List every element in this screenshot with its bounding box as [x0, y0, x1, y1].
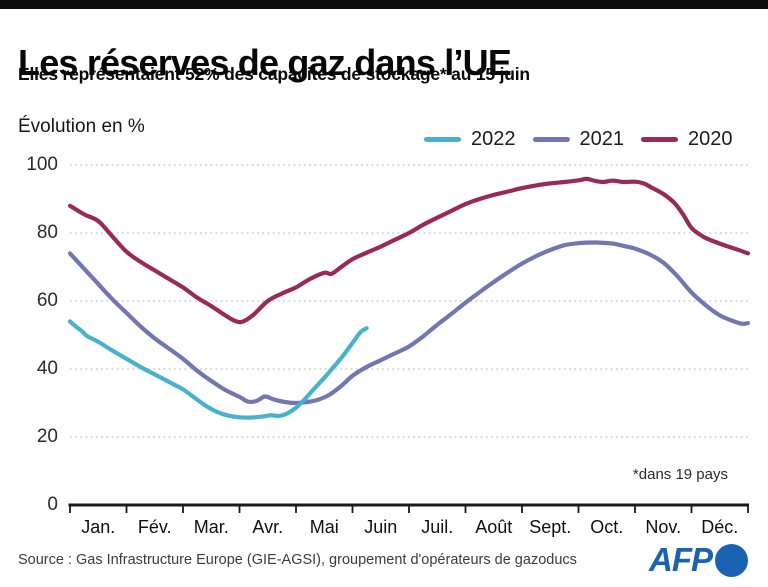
x-axis-labels: Jan. Fév. Mar. Avr. Mai Juin Juil. Août Sept. Oct…	[0, 517, 768, 543]
legend-item-2020: 2020	[641, 128, 733, 151]
legend-item-2022: 2022	[424, 128, 516, 151]
x-month-label: Jan.	[81, 517, 116, 537]
afp-logo-circle-icon	[715, 543, 748, 577]
legend-label: 2020	[688, 128, 733, 150]
x-month-label: Nov.	[645, 517, 682, 537]
chart-legend: 2022 2021 2020	[424, 128, 733, 151]
series-line-2020	[67, 176, 751, 325]
y-tick-label: 20	[36, 426, 58, 447]
x-month-label: Mar.	[193, 517, 229, 537]
page-title: Les réserves de gaz dans l’UE	[18, 42, 512, 84]
x-month-label: Juil.	[421, 517, 454, 537]
y-tick-label: 40	[36, 358, 58, 379]
source-credit: Source : Gas Infrastructure Europe (GIE-…	[18, 552, 577, 568]
top-rule-bar	[0, 0, 768, 9]
series-line-2021	[67, 240, 751, 406]
legend-label: 2022	[471, 128, 516, 150]
afp-logo: AFP	[649, 541, 748, 579]
legend-swatch-icon	[641, 137, 678, 142]
x-month-label: Déc.	[701, 517, 739, 537]
y-tick-label: 100	[26, 154, 58, 175]
legend-item-2021: 2021	[532, 128, 625, 151]
series-line-2022	[67, 319, 369, 420]
afp-logo-text: AFP	[649, 541, 713, 578]
y-tick-label: 60	[36, 290, 58, 311]
y-tick-label: 80	[36, 222, 58, 243]
x-month-label: Août	[475, 517, 513, 537]
y-axis-labels: 0 20 40 60 80 100	[0, 0, 60, 587]
legend-label: 2021	[579, 128, 625, 150]
footnote-annotation: *dans 19 pays	[632, 466, 728, 483]
x-month-label: Juin	[364, 517, 398, 537]
legend-swatch-icon	[532, 137, 570, 142]
x-month-label: Sept.	[529, 517, 572, 537]
y-tick-label: 0	[47, 494, 58, 515]
page-subtitle: Elles représentaient 52% des capacités d…	[18, 64, 530, 84]
y-axis-unit-label: Évolution en %	[18, 116, 145, 137]
x-month-label: Fév.	[137, 517, 172, 537]
legend-swatch-icon	[424, 137, 461, 142]
x-month-label: Oct.	[590, 517, 624, 537]
x-month-label: Mai	[309, 517, 339, 537]
x-month-label: Avr.	[252, 517, 284, 537]
